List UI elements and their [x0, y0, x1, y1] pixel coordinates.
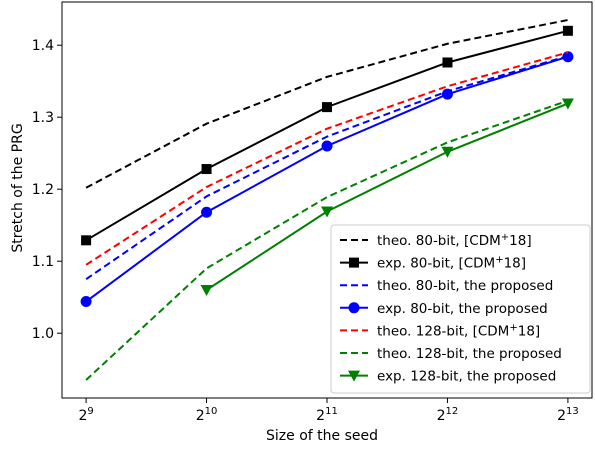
- data-point: [441, 88, 453, 100]
- legend-item: theo. 80-bit, the proposed: [340, 278, 553, 294]
- series-6: [200, 98, 574, 296]
- x-axis: 29 210 211 212 213: [78, 398, 579, 424]
- legend-label: theo. 128-bit, the proposed: [377, 346, 562, 362]
- data-point: [562, 25, 573, 36]
- y-tick-label: 1.3: [32, 110, 54, 126]
- legend-label: exp. 128-bit, the proposed: [377, 369, 556, 385]
- legend-item: exp. 128-bit, the proposed: [340, 369, 556, 385]
- series-3: [80, 51, 574, 308]
- legend-item: theo. 128-bit, [CDM+18]: [340, 322, 540, 339]
- data-point: [562, 51, 574, 63]
- series-line: [85, 55, 569, 281]
- data-point: [80, 296, 92, 308]
- y-tick-label: 1.2: [32, 182, 54, 198]
- series-1: [81, 25, 573, 246]
- legend-label: theo. 80-bit, [CDM+18]: [377, 232, 532, 249]
- legend-marker: [349, 257, 359, 268]
- legend-item: exp. 80-bit, [CDM+18]: [340, 255, 526, 272]
- x-tick-label: 212: [437, 406, 459, 424]
- legend-marker: [348, 370, 360, 382]
- series-line: [85, 99, 569, 381]
- y-axis: 1.0 1.1 1.2 1.3 1.4: [32, 38, 62, 342]
- y-tick-label: 1.1: [32, 254, 54, 270]
- data-point: [561, 98, 574, 110]
- data-point: [81, 235, 92, 246]
- x-tick-label: 211: [316, 406, 338, 424]
- series-line: [85, 51, 569, 266]
- data-point: [201, 164, 212, 175]
- series-2: [85, 55, 569, 281]
- series-line: [85, 19, 569, 189]
- legend-item: theo. 80-bit, [CDM+18]: [340, 232, 532, 249]
- x-tick-label: 210: [196, 406, 218, 424]
- x-axis-label: Size of the seed: [266, 428, 378, 444]
- series-4: [85, 51, 569, 266]
- legend-label: exp. 80-bit, the proposed: [377, 301, 548, 317]
- legend-item: theo. 128-bit, the proposed: [340, 346, 562, 362]
- data-point: [321, 206, 333, 218]
- legend-label: theo. 128-bit, [CDM+18]: [377, 322, 540, 339]
- x-tick-label: 29: [78, 406, 93, 424]
- series-layer: [80, 19, 574, 381]
- data-point: [322, 102, 332, 113]
- legend-item: exp. 80-bit, the proposed: [340, 301, 548, 317]
- data-point: [441, 146, 454, 158]
- legend-label: theo. 80-bit, the proposed: [377, 278, 553, 294]
- legend: theo. 80-bit, [CDM+18] exp. 80-bit, [CDM+…: [330, 224, 591, 394]
- legend-label: exp. 80-bit, [CDM+18]: [377, 255, 526, 272]
- data-point: [200, 285, 213, 296]
- legend-box: [330, 224, 591, 394]
- y-tick-label: 1.0: [32, 326, 54, 342]
- series-0: [85, 19, 569, 189]
- data-point: [201, 206, 213, 218]
- legend-marker: [348, 302, 360, 314]
- y-tick-label: 1.4: [32, 38, 54, 54]
- x-tick-label: 213: [557, 406, 579, 424]
- y-axis-label: Stretch of the PRG: [10, 123, 26, 252]
- series-5: [85, 99, 569, 381]
- series-line: [205, 102, 569, 291]
- data-point: [321, 140, 333, 152]
- data-point: [442, 57, 453, 68]
